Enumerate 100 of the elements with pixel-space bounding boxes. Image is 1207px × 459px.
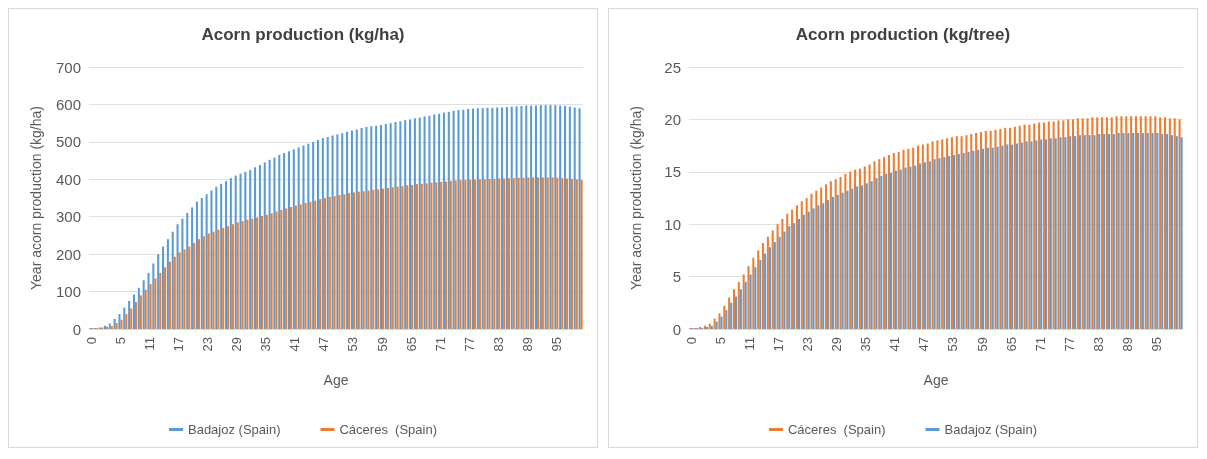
y-tick-label: 20 bbox=[664, 110, 681, 128]
y-tick-label: 400 bbox=[55, 170, 81, 188]
bar bbox=[534, 105, 537, 329]
bar bbox=[1132, 133, 1135, 329]
bar bbox=[309, 201, 312, 329]
bar bbox=[1149, 116, 1152, 329]
bar bbox=[522, 177, 525, 329]
bar bbox=[858, 168, 861, 329]
bar bbox=[222, 227, 225, 329]
bar bbox=[517, 177, 520, 329]
bar bbox=[415, 184, 418, 329]
bar bbox=[1159, 117, 1162, 329]
bar bbox=[841, 192, 844, 329]
x-tick-label: 77 bbox=[461, 337, 477, 352]
bar bbox=[321, 138, 324, 329]
bar bbox=[807, 211, 810, 329]
bar bbox=[1173, 118, 1176, 329]
bar bbox=[1040, 139, 1043, 329]
bar bbox=[885, 173, 888, 329]
bar bbox=[723, 305, 726, 329]
y-tick-label: 15 bbox=[664, 163, 681, 181]
bar bbox=[575, 179, 578, 329]
bar bbox=[384, 123, 387, 329]
x-axis-title: Age bbox=[923, 372, 949, 388]
bar bbox=[338, 195, 341, 329]
bar bbox=[878, 159, 881, 329]
bar bbox=[868, 164, 871, 329]
x-tick-label: 35 bbox=[858, 337, 874, 352]
bar bbox=[144, 289, 147, 329]
bar bbox=[191, 207, 194, 329]
x-tick-label: 11 bbox=[142, 337, 158, 351]
x-tick-label: 47 bbox=[316, 337, 332, 352]
bar bbox=[1088, 135, 1091, 329]
bar bbox=[1178, 119, 1181, 329]
bar bbox=[314, 200, 317, 329]
x-tick-label: 59 bbox=[374, 337, 390, 352]
bar bbox=[757, 250, 760, 329]
bar bbox=[759, 259, 762, 329]
bar bbox=[1163, 117, 1167, 329]
bar bbox=[1057, 120, 1060, 329]
bar bbox=[1067, 119, 1070, 329]
bar bbox=[795, 205, 798, 329]
bar bbox=[936, 140, 939, 329]
bar bbox=[420, 183, 423, 329]
bar bbox=[123, 307, 126, 329]
bar bbox=[287, 151, 290, 329]
x-tick-label: 47 bbox=[916, 337, 932, 352]
bar bbox=[120, 319, 123, 329]
bar bbox=[1013, 126, 1016, 329]
bar bbox=[1139, 116, 1142, 329]
bar bbox=[1081, 118, 1084, 329]
bar bbox=[491, 107, 494, 329]
bar bbox=[1054, 138, 1057, 329]
bar bbox=[224, 181, 228, 329]
bar bbox=[1042, 122, 1045, 329]
bar bbox=[1071, 119, 1075, 329]
bar bbox=[404, 120, 407, 329]
bar bbox=[778, 236, 781, 329]
bar bbox=[346, 131, 349, 329]
bar bbox=[357, 191, 360, 329]
bar bbox=[328, 196, 331, 329]
bar bbox=[979, 131, 983, 329]
bar bbox=[894, 170, 897, 329]
bar bbox=[962, 152, 965, 329]
bar bbox=[137, 287, 140, 329]
bar bbox=[118, 314, 121, 329]
bar bbox=[815, 190, 818, 329]
bar bbox=[423, 116, 426, 329]
bar bbox=[396, 186, 399, 329]
bar bbox=[268, 159, 271, 329]
bar bbox=[265, 214, 268, 329]
bar bbox=[1004, 127, 1007, 329]
y-axis-title: Year acorn production (kg/ha) bbox=[28, 106, 44, 290]
bar bbox=[834, 179, 837, 329]
bar bbox=[197, 239, 201, 329]
bar bbox=[824, 184, 828, 329]
bar bbox=[863, 166, 866, 329]
bar bbox=[957, 153, 960, 329]
x-tick-label: 83 bbox=[1090, 337, 1106, 352]
bar bbox=[457, 110, 460, 329]
bar bbox=[1078, 135, 1081, 329]
bar bbox=[530, 105, 533, 329]
bar bbox=[1101, 117, 1104, 329]
bar bbox=[1069, 136, 1072, 329]
bar bbox=[362, 191, 365, 329]
bar bbox=[561, 178, 564, 329]
bar bbox=[249, 169, 252, 329]
bar bbox=[986, 147, 989, 329]
bar bbox=[1112, 134, 1115, 329]
x-tick-label: 89 bbox=[519, 337, 535, 352]
bar bbox=[737, 281, 740, 329]
bar bbox=[875, 178, 878, 329]
bar bbox=[350, 130, 353, 329]
bar bbox=[946, 138, 949, 329]
bar bbox=[977, 149, 980, 329]
bar bbox=[444, 181, 448, 329]
bar bbox=[556, 177, 559, 329]
bar bbox=[873, 161, 876, 329]
bar bbox=[797, 218, 801, 329]
bar bbox=[578, 108, 581, 329]
